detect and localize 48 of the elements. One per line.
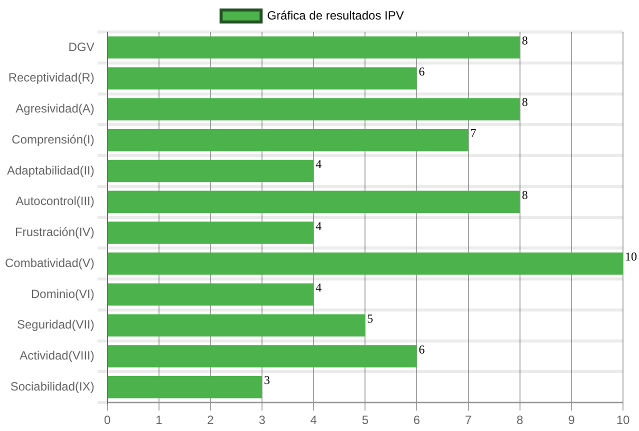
data-label: 8 [522, 33, 528, 48]
y-tick-label: Sociabilidad(IX) [10, 379, 94, 394]
bar [108, 222, 314, 244]
y-tick-label: DGV [68, 40, 94, 54]
x-tick-label: 1 [156, 413, 163, 428]
data-label: 5 [367, 311, 374, 326]
legend-label: Gráfica de resultados IPV [267, 8, 404, 22]
y-tick-label: Seguridad(VII) [16, 318, 94, 332]
bar [108, 67, 417, 90]
data-label: 8 [522, 95, 528, 110]
x-tick-label: 4 [310, 413, 318, 428]
x-tick-label: 10 [616, 413, 630, 428]
x-tick-label: 9 [568, 413, 576, 428]
data-label: 3 [264, 373, 270, 388]
data-label: 10 [625, 250, 637, 264]
x-tick-label: 7 [464, 413, 472, 428]
y-tick-label: Agresividad(A) [16, 102, 94, 116]
y-tick-label: Dominio(VI) [31, 286, 94, 301]
y-tick-label: Autocontrol(III) [16, 194, 94, 208]
y-tick-label: Adaptabilidad(II) [6, 163, 94, 178]
bar [108, 314, 366, 337]
bar [108, 160, 314, 182]
bar [108, 252, 623, 275]
bar [108, 36, 520, 59]
bar [108, 283, 314, 306]
data-label: 6 [418, 342, 425, 356]
data-label: 6 [418, 64, 425, 78]
y-tick-label: Comprensión(I) [12, 132, 94, 146]
bar [108, 376, 262, 398]
x-tick-label: 3 [258, 413, 266, 428]
data-label: 4 [316, 157, 322, 172]
bar [108, 98, 520, 120]
bar [108, 345, 417, 368]
x-tick-label: 8 [516, 413, 524, 428]
y-tick-label: Combatividad(V) [4, 256, 94, 270]
data-label: 7 [470, 126, 476, 140]
data-label: 4 [316, 280, 322, 295]
y-tick-label: Actividad(VIII) [20, 348, 94, 363]
x-tick-label: 2 [207, 413, 214, 428]
y-tick-label: Receptividad(R) [8, 70, 94, 85]
x-tick-label: 5 [362, 413, 369, 428]
x-tick-label: 0 [104, 413, 112, 428]
bar [108, 128, 468, 152]
data-label: 4 [316, 218, 322, 233]
x-tick-label: 6 [413, 413, 420, 428]
y-tick-label: Frustración(IV) [15, 225, 94, 240]
data-label: 8 [522, 188, 528, 202]
bar [108, 190, 520, 213]
